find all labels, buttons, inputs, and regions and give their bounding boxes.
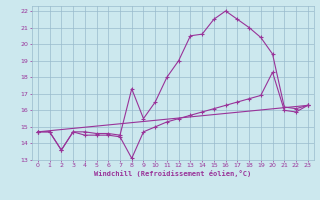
X-axis label: Windchill (Refroidissement éolien,°C): Windchill (Refroidissement éolien,°C) bbox=[94, 170, 252, 177]
